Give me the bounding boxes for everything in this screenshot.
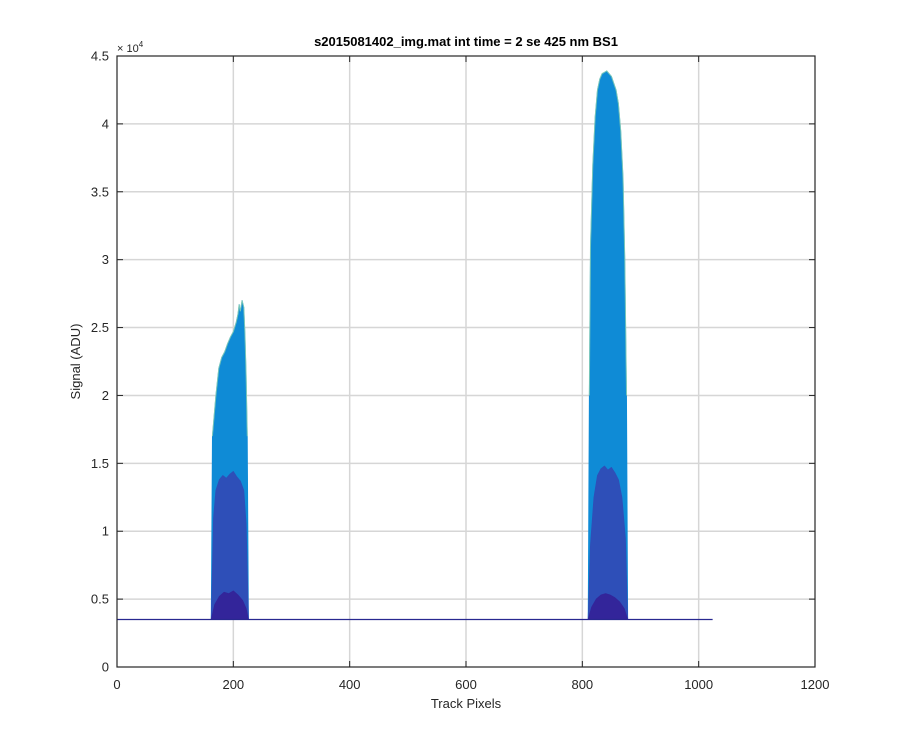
series-area-5 [587,465,629,620]
y-tick-label: 0.5 [91,592,109,607]
y-tick-label: 4 [102,116,109,131]
y-ticks: 0 0.5 1 1.5 2 2.5 3 3.5 4 4.5 [91,49,815,675]
series-area-2 [210,471,249,620]
y-axis-exponent-base: × 10 [117,43,139,55]
y-tick-label: 3 [102,252,109,267]
chart-title: s2015081402_img.mat int time = 2 se 425 … [314,34,618,49]
y-tick-label: 2.5 [91,320,109,335]
series-top-edge-4 [588,70,628,396]
x-tick-label: 1000 [684,677,713,692]
x-tick-label: 600 [455,677,477,692]
y-axis-exponent-power: 4 [139,40,144,49]
y-tick-label: 3.5 [91,184,109,199]
x-tick-label: 0 [113,677,120,692]
x-axis-label: Track Pixels [431,696,502,711]
y-tick-label: 0 [102,660,109,675]
x-ticks: 0 200 400 600 800 1000 1200 [113,56,829,692]
x-tick-label: 400 [339,677,361,692]
y-tick-label: 1.5 [91,456,109,471]
series-area-6 [587,593,629,620]
y-tick-label: 4.5 [91,49,109,64]
series-top-edge-1 [211,300,248,437]
y-tick-label: 1 [102,524,109,539]
x-tick-label: 1200 [801,677,830,692]
x-tick-label: 200 [222,677,244,692]
y-tick-label: 2 [102,388,109,403]
series-area-3 [210,590,249,620]
series-layer [210,70,629,620]
y-axis-exponent: × 104 [117,40,144,55]
x-tick-label: 800 [571,677,593,692]
y-axis-label: Signal (ADU) [68,324,83,400]
